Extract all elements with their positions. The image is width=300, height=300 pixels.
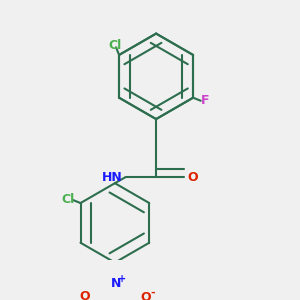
Text: Cl: Cl [62,194,75,206]
Text: -: - [151,288,155,298]
Text: O: O [79,290,90,300]
Text: F: F [201,94,210,107]
Text: N: N [111,278,122,290]
Text: Cl: Cl [108,39,121,52]
Text: HN: HN [101,171,122,184]
Text: O: O [140,291,151,300]
Text: +: + [118,274,127,284]
Text: O: O [188,171,198,184]
